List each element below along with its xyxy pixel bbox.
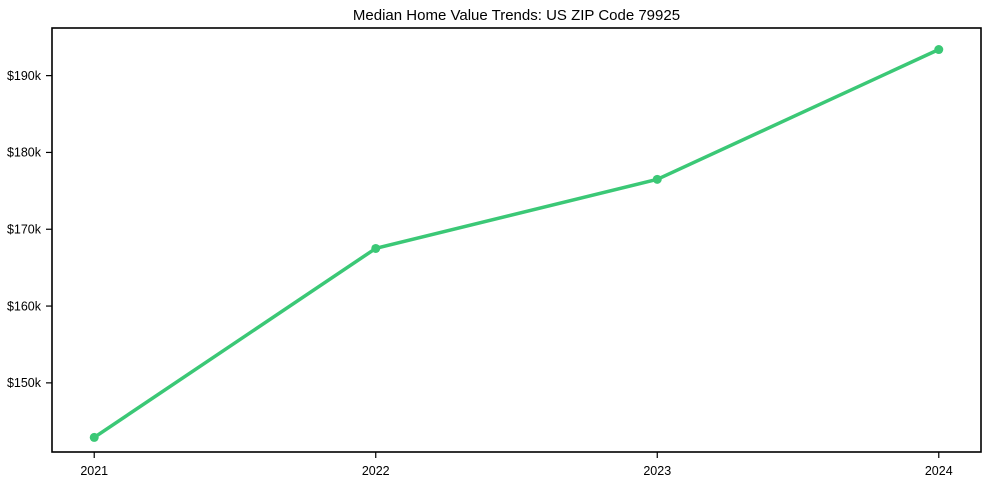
- x-tick-label: 2022: [362, 464, 390, 478]
- y-tick-label: $170k: [7, 222, 42, 236]
- data-point: [934, 45, 944, 55]
- y-tick-label: $190k: [7, 69, 42, 83]
- data-point: [89, 432, 99, 442]
- x-tick-label: 2024: [925, 464, 953, 478]
- x-tick-label: 2023: [643, 464, 671, 478]
- y-tick-label: $180k: [7, 146, 42, 160]
- trend-line: [92, 47, 941, 440]
- y-tick-label: $150k: [7, 376, 42, 390]
- data-point: [652, 174, 662, 184]
- y-tick-label: $160k: [7, 299, 42, 313]
- data-point: [371, 243, 381, 253]
- plot-border: [51, 27, 982, 453]
- x-tick-label: 2021: [80, 464, 108, 478]
- chart-title: Median Home Value Trends: US ZIP Code 79…: [352, 7, 681, 24]
